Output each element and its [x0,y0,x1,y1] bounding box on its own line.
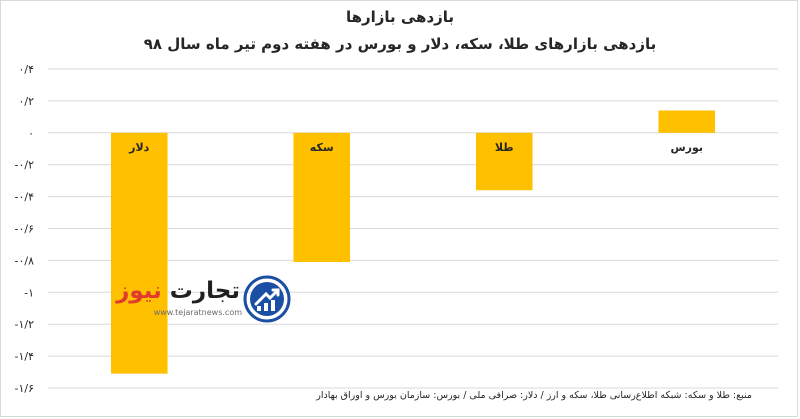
y-tick-label: -۰/۸ [15,254,35,267]
y-tick-label: -۱ [24,286,34,299]
y-tick-label: -۱/۶ [15,382,35,395]
y-tick-label: ۰ [28,127,34,140]
gridlines [48,68,778,389]
category-label: طلا [495,141,514,154]
category-labels: دلار سکه طلا بورس [128,141,703,154]
y-tick-label: -۰/۴ [15,191,35,204]
y-tick-label: -۰/۲ [15,159,35,172]
bars [110,110,716,374]
category-label: دلار [128,141,150,154]
y-tick-label: -۰/۶ [15,223,35,236]
chart-title: بازدهی بازارها [345,8,455,26]
y-tick-label: -۱/۴ [15,350,35,363]
y-tick-label: ۰/۴ [18,63,34,76]
y-tick-label: ۰/۲ [18,95,34,108]
bar [293,132,351,262]
chart-subtitle: بازدهی بازارهای طلا، سکه، دلار و بورس در… [143,35,657,53]
watermark-url: www.tejaratnews.com [153,308,242,317]
category-label: بورس [670,141,703,154]
category-label: سکه [310,141,334,154]
watermark: تجارت نیوز www.tejaratnews.com [116,274,292,326]
y-axis-ticks: ۰/۴ ۰/۲ ۰ -۰/۲ -۰/۴ -۰/۶ -۰/۸ -۱ -۱/۲ -۱/۴ -۱/۶ [15,63,35,395]
bar [658,110,716,133]
source-note: منبع: طلا و سکه: شبکه اطلاع‌رسانی طلا، س… [316,390,752,401]
watermark-name-part2: نیوز [116,278,162,304]
y-tick-label: -۱/۲ [15,318,35,331]
bar [475,132,533,191]
watermark-name: تجارت نیوز [116,278,240,304]
bar [110,132,168,374]
logo-icon [243,275,291,323]
watermark-name-part1: تجارت [169,278,240,304]
